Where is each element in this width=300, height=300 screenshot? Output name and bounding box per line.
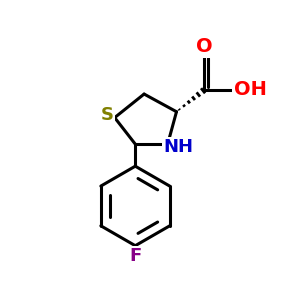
Text: S: S bbox=[101, 106, 114, 124]
Text: NH: NH bbox=[163, 138, 193, 156]
Text: OH: OH bbox=[234, 80, 266, 99]
Text: O: O bbox=[196, 38, 213, 56]
Text: F: F bbox=[129, 247, 141, 265]
